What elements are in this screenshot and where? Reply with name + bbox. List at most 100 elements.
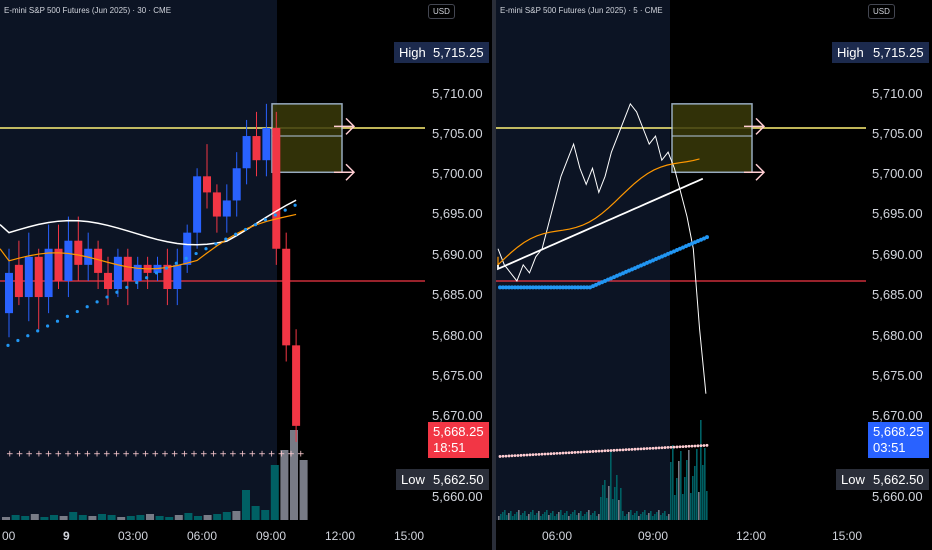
volume-bar	[652, 516, 654, 520]
psar-dot	[522, 285, 526, 290]
candle-body	[242, 136, 251, 169]
volume-bar	[646, 515, 648, 520]
vwap-mark	[639, 447, 643, 451]
x-tick: 09:00	[256, 529, 287, 543]
candle-body	[14, 264, 23, 298]
vwap-mark: +	[16, 449, 24, 459]
candle-body	[272, 128, 281, 249]
volume-bar	[203, 515, 212, 520]
vwap-mark	[690, 444, 694, 448]
psar-dot	[214, 242, 218, 246]
psar-dot	[46, 324, 50, 328]
vwap-mark: +	[287, 449, 295, 459]
volume-bar	[570, 514, 572, 520]
vwap-mark: +	[55, 449, 63, 459]
volume-bar	[174, 515, 183, 520]
volume-bar	[136, 515, 145, 520]
psar-dot	[561, 285, 565, 290]
vwap-mark: +	[6, 449, 14, 459]
volume-bar	[676, 478, 678, 520]
chart-canvas-5min[interactable]	[496, 0, 932, 550]
vwap-mark	[636, 447, 640, 451]
vwap-mark: +	[171, 449, 179, 459]
volume-bar	[610, 450, 612, 520]
psar-dot	[558, 285, 562, 290]
psar-dot	[591, 284, 595, 289]
volume-bar	[251, 506, 260, 520]
vwap-mark	[600, 449, 604, 453]
volume-bar	[574, 510, 576, 520]
psar-dot	[654, 257, 658, 262]
psar-dot	[516, 285, 520, 290]
vwap-mark: +	[229, 449, 237, 459]
candle-body	[262, 128, 271, 161]
vwap-mark	[696, 444, 700, 448]
candle-body	[104, 272, 112, 289]
volume-bar	[544, 512, 546, 520]
psar-dot	[621, 271, 625, 276]
vwap-mark: +	[258, 449, 266, 459]
candle-body	[222, 200, 231, 217]
psar-dot	[184, 256, 188, 261]
psar-dot	[696, 239, 700, 244]
candle-body	[292, 345, 301, 426]
candle-body	[123, 256, 132, 281]
vwap-mark	[651, 446, 655, 450]
y-tick: 5,690.00	[872, 247, 923, 262]
psar-dot	[651, 258, 655, 263]
chart-canvas-30min[interactable]: + + + + + + + + + + + + + + + + + + + + + + + + + + + + + + +	[0, 0, 492, 550]
chart-panel-30min[interactable]: + + + + + + + + + + + + + + + + + + + + + + + + + + + + + + + E-mini S…	[0, 0, 492, 550]
vwap-mark	[603, 449, 607, 453]
volume-bar	[522, 513, 524, 520]
x-tick: 06:00	[187, 529, 218, 543]
psar-dot	[283, 208, 287, 212]
psar-dot	[528, 285, 532, 290]
vwap-mark	[687, 444, 691, 448]
vwap-mark	[612, 448, 616, 452]
volume-bar	[622, 511, 624, 520]
vwap-mark: +	[64, 449, 72, 459]
volume-bar	[2, 517, 10, 520]
psar-dot	[690, 241, 694, 246]
psar-dot	[573, 285, 577, 290]
y-tick: 5,705.00	[872, 126, 923, 141]
volume-bar	[608, 486, 610, 520]
vwap-mark	[663, 446, 667, 449]
vwap-mark	[675, 445, 679, 449]
volume-bar	[590, 515, 592, 520]
vwap-mark: +	[268, 449, 276, 459]
volume-bar	[528, 514, 530, 520]
psar-dot	[154, 271, 159, 275]
psar-dot	[16, 338, 20, 343]
volume-bar	[578, 513, 580, 520]
vwap-mark	[516, 454, 520, 457]
psar-dot	[570, 285, 574, 290]
psar-dot	[534, 285, 538, 290]
psar-dot	[543, 285, 547, 290]
volume-bar	[98, 514, 106, 520]
candle-body	[54, 248, 63, 281]
currency-badge[interactable]: USD	[868, 4, 895, 19]
bar-countdown: 03:51	[873, 440, 906, 455]
arrow-mark	[744, 163, 766, 181]
vwap-mark	[543, 452, 547, 456]
psar-dot	[567, 285, 571, 290]
panel-divider[interactable]	[492, 0, 496, 550]
volume-bar	[508, 513, 510, 520]
psar-dot	[174, 261, 178, 265]
x-tick: 15:00	[832, 529, 863, 543]
vwap-mark	[501, 454, 505, 458]
currency-badge[interactable]: USD	[428, 4, 455, 19]
candle-body	[74, 240, 83, 265]
y-tick: 5,695.00	[872, 206, 923, 221]
psar-dot	[615, 273, 619, 278]
x-tick: 00	[2, 529, 16, 543]
chart-panel-5min[interactable]: E-mini S&P 500 Futures (Jun 2025) · 5 · …	[496, 0, 932, 550]
volume-bar	[194, 516, 202, 520]
y-tick: 5,680.00	[872, 328, 923, 343]
vwap-mark: +	[239, 449, 247, 459]
y-tick: 5,660.00	[872, 489, 923, 504]
psar-dot	[244, 227, 248, 232]
volume-bar	[184, 513, 193, 520]
volume-bar	[126, 516, 135, 520]
